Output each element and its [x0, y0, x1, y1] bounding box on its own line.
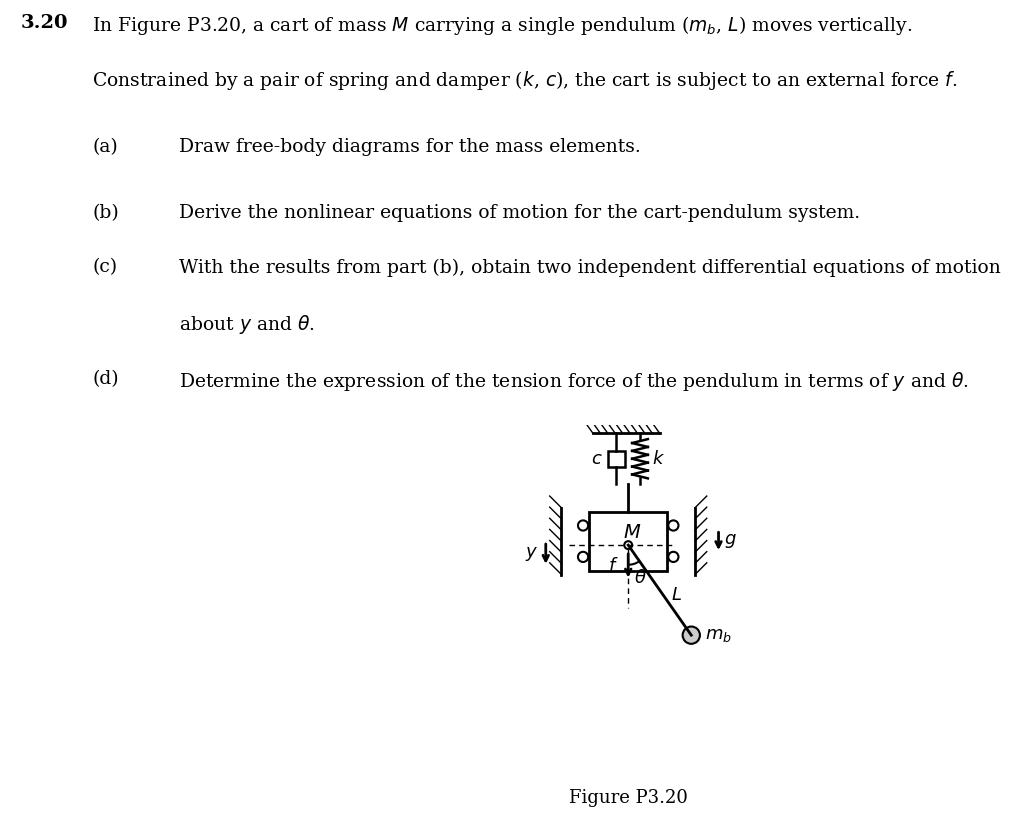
- Text: Constrained by a pair of spring and damper ($k$, $c$), the cart is subject to an: Constrained by a pair of spring and damp…: [92, 69, 957, 92]
- Text: $m_b$: $m_b$: [705, 626, 732, 644]
- Text: (c): (c): [92, 258, 118, 276]
- Text: $g$: $g$: [724, 533, 737, 551]
- Text: $k$: $k$: [652, 450, 665, 468]
- Text: Derive the nonlinear equations of motion for the cart-pendulum system.: Derive the nonlinear equations of motion…: [179, 204, 860, 222]
- Text: (b): (b): [92, 204, 119, 222]
- Text: In Figure P3.20, a cart of mass $M$ carrying a single pendulum ($m_b$, $L$) move: In Figure P3.20, a cart of mass $M$ carr…: [92, 14, 912, 38]
- Text: about $y$ and $\theta$.: about $y$ and $\theta$.: [179, 313, 315, 336]
- Text: $M$: $M$: [623, 524, 641, 542]
- Text: Determine the expression of the tension force of the pendulum in terms of $y$ an: Determine the expression of the tension …: [179, 370, 969, 393]
- Bar: [589, 512, 668, 571]
- Text: $\theta$: $\theta$: [634, 569, 647, 587]
- Text: 3.20: 3.20: [20, 14, 68, 32]
- Text: (a): (a): [92, 137, 118, 155]
- Text: $c$: $c$: [591, 450, 603, 468]
- Text: $y$: $y$: [524, 545, 538, 563]
- Circle shape: [625, 542, 632, 549]
- Text: (d): (d): [92, 370, 119, 388]
- Text: $L$: $L$: [671, 586, 682, 604]
- Text: $f$: $f$: [608, 557, 618, 575]
- Bar: [608, 451, 625, 466]
- Circle shape: [683, 627, 700, 644]
- Text: Figure P3.20: Figure P3.20: [568, 789, 688, 807]
- Text: With the results from part (b), obtain two independent differential equations of: With the results from part (b), obtain t…: [179, 258, 1000, 276]
- Text: Draw free-body diagrams for the mass elements.: Draw free-body diagrams for the mass ele…: [179, 137, 641, 155]
